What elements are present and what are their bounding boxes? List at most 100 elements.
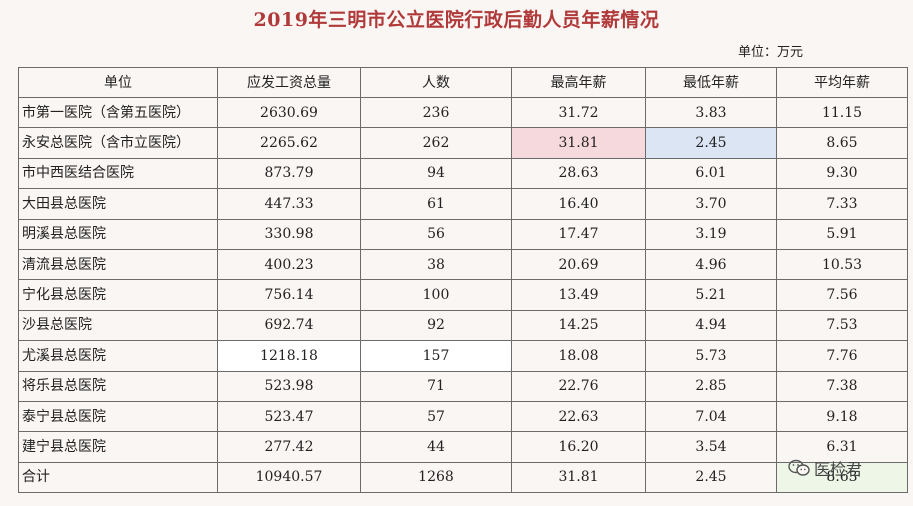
max-salary-cell-highlighted: 31.81 (511, 127, 646, 159)
row-name-cell: 将乐县总医院 (18, 370, 218, 402)
row-name-cell: 建宁县总医院 (18, 431, 218, 463)
min-salary-cell: 4.94 (645, 309, 777, 342)
total-wage-cell-highlighted: 1218.18 (217, 340, 361, 372)
max-salary-cell: 18.08 (511, 340, 646, 372)
total-wage-cell: 873.79 (217, 157, 361, 190)
avg-salary-cell: 7.33 (776, 188, 908, 220)
avg-salary-cell: 11.15 (776, 96, 908, 129)
total-wage-cell: 2265.62 (217, 127, 361, 159)
row-name-cell: 沙县总医院 (18, 309, 218, 342)
total-wage-cell: 277.42 (217, 431, 361, 463)
headcount-cell: 262 (360, 127, 512, 159)
header-cell-total-wage: 应发工资总量 (217, 67, 361, 98)
avg-salary-cell: 10.53 (776, 248, 908, 281)
total-wage-cell: 330.98 (217, 218, 361, 250)
max-salary-cell: 17.47 (511, 218, 646, 250)
headcount-cell: 44 (360, 431, 512, 463)
headcount-cell: 61 (360, 188, 512, 220)
table-row: 建宁县总医院 277.42 44 16.20 3.54 6.31 (18, 431, 908, 463)
header-cell-headcount: 人数 (360, 67, 512, 98)
headcount-cell: 236 (360, 96, 512, 129)
min-salary-cell: 5.73 (645, 340, 777, 372)
headcount-cell-highlighted: 157 (360, 340, 512, 372)
header-cell-avg-salary: 平均年薪 (776, 67, 908, 98)
max-salary-cell: 22.76 (511, 370, 646, 402)
min-salary-cell: 3.70 (645, 188, 777, 220)
avg-salary-cell: 7.76 (776, 340, 908, 372)
row-name-cell: 宁化县总医院 (18, 279, 218, 311)
total-wage-cell: 692.74 (217, 309, 361, 342)
total-wage-cell: 400.23 (217, 248, 361, 281)
min-salary-cell: 3.19 (645, 218, 777, 250)
row-name-cell: 明溪县总医院 (18, 218, 218, 250)
table-row: 永安总医院（含市立医院） 2265.62 262 31.81 2.45 8.65 (18, 127, 908, 159)
avg-salary-cell: 6.31 (776, 431, 908, 463)
unit-note: 单位：万元 (738, 45, 804, 60)
row-name-cell: 泰宁县总医院 (18, 400, 218, 433)
total-wage-cell: 523.98 (217, 370, 361, 402)
wechat-icon (788, 459, 810, 476)
avg-salary-cell: 7.38 (776, 370, 908, 402)
min-salary-cell: 3.83 (645, 96, 777, 129)
avg-salary-cell: 7.56 (776, 279, 908, 311)
headcount-cell: 100 (360, 279, 512, 311)
row-name-cell: 市第一医院（含第五医院） (18, 96, 218, 129)
table-row: 尤溪县总医院 1218.18 157 18.08 5.73 7.76 (18, 340, 908, 372)
table-row: 市中西医结合医院 873.79 94 28.63 6.01 9.30 (18, 157, 908, 190)
table-row: 市第一医院（含第五医院） 2630.69 236 31.72 3.83 11.1… (18, 96, 908, 129)
min-salary-cell: 2.45 (645, 461, 777, 494)
headcount-cell: 92 (360, 309, 512, 342)
max-salary-cell: 13.49 (511, 279, 646, 311)
avg-salary-cell: 7.53 (776, 309, 908, 342)
salary-table: 单位 应发工资总量 人数 最高年薪 最低年薪 平均年薪 市第一医院（含第五医院）… (18, 67, 908, 494)
min-salary-cell: 4.96 (645, 248, 777, 281)
total-row: 合计 10940.57 1268 31.81 2.45 8.63 (18, 461, 908, 494)
table-row: 大田县总医院 447.33 61 16.40 3.70 7.33 (18, 188, 908, 220)
table-row: 泰宁县总医院 523.47 57 22.63 7.04 9.18 (18, 400, 908, 433)
min-salary-cell: 7.04 (645, 400, 777, 433)
total-wage-cell: 756.14 (217, 279, 361, 311)
row-name-cell: 清流县总医院 (18, 248, 218, 281)
row-name-cell: 市中西医结合医院 (18, 157, 218, 190)
max-salary-cell: 28.63 (511, 157, 646, 190)
header-cell-unit: 单位 (18, 67, 218, 98)
max-salary-cell: 16.20 (511, 431, 646, 463)
headcount-cell: 56 (360, 218, 512, 250)
header-row: 单位 应发工资总量 人数 最高年薪 最低年薪 平均年薪 (18, 67, 908, 98)
watermark: 医检君 (788, 456, 862, 480)
table-title: 2019年三明市公立医院行政后勤人员年薪情况 (253, 9, 660, 31)
min-salary-cell: 6.01 (645, 157, 777, 190)
max-salary-cell: 31.72 (511, 96, 646, 129)
row-name-cell: 永安总医院（含市立医院） (18, 127, 218, 159)
total-wage-cell: 523.47 (217, 400, 361, 433)
total-wage-cell: 2630.69 (217, 96, 361, 129)
table-row: 清流县总医院 400.23 38 20.69 4.96 10.53 (18, 248, 908, 281)
avg-salary-cell: 5.91 (776, 218, 908, 250)
min-salary-cell: 2.85 (645, 370, 777, 402)
avg-salary-cell: 9.30 (776, 157, 908, 190)
avg-salary-cell: 8.65 (776, 127, 908, 159)
table-row: 明溪县总医院 330.98 56 17.47 3.19 5.91 (18, 218, 908, 250)
min-salary-cell: 5.21 (645, 279, 777, 311)
header-cell-max-salary: 最高年薪 (511, 67, 646, 98)
headcount-cell: 57 (360, 400, 512, 433)
watermark-text: 医检君 (814, 460, 863, 479)
total-wage-cell: 447.33 (217, 188, 361, 220)
headcount-cell: 71 (360, 370, 512, 402)
table-row: 宁化县总医院 756.14 100 13.49 5.21 7.56 (18, 279, 908, 311)
row-name-cell: 合计 (18, 461, 218, 494)
headcount-cell: 94 (360, 157, 512, 190)
headcount-cell: 38 (360, 248, 512, 281)
avg-salary-cell: 9.18 (776, 400, 908, 433)
table-row: 将乐县总医院 523.98 71 22.76 2.85 7.38 (18, 370, 908, 402)
row-name-cell: 大田县总医院 (18, 188, 218, 220)
row-name-cell: 尤溪县总医院 (18, 340, 218, 372)
max-salary-cell: 31.81 (511, 461, 646, 494)
max-salary-cell: 22.63 (511, 400, 646, 433)
max-salary-cell: 16.40 (511, 188, 646, 220)
max-salary-cell: 14.25 (511, 309, 646, 342)
min-salary-cell: 3.54 (645, 431, 777, 463)
total-wage-cell: 10940.57 (217, 461, 361, 494)
min-salary-cell-highlighted: 2.45 (645, 127, 777, 159)
